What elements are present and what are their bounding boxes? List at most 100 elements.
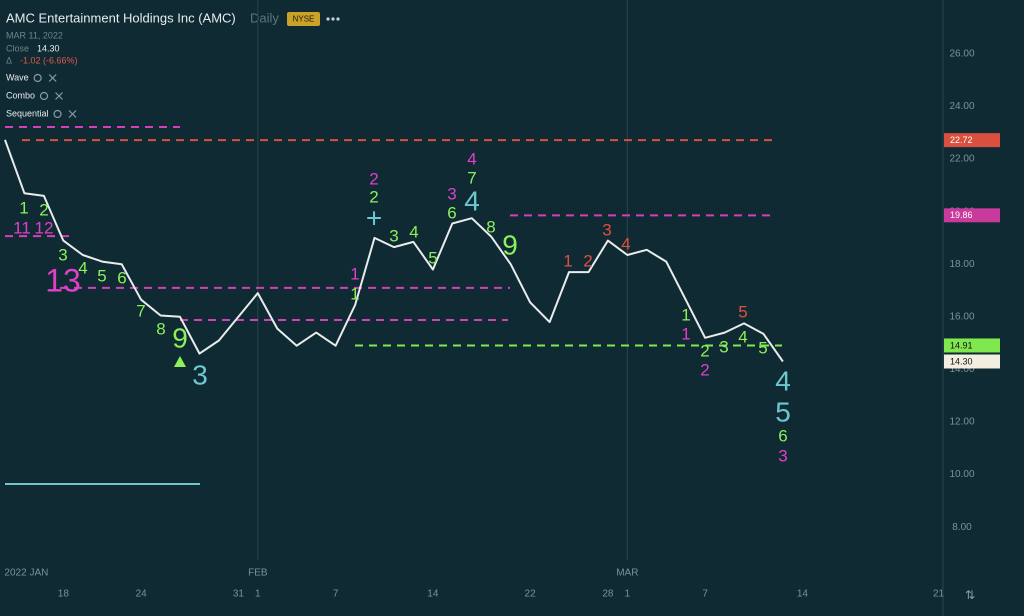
settings-icon[interactable] [33,73,42,83]
price-tag [944,208,1000,223]
price-tag [944,354,1000,369]
count-label: 2 [369,169,378,188]
y-tick-label: 12.00 [949,417,974,428]
close-label: Close [6,43,29,53]
count-label: 2 [700,360,709,379]
more-icon[interactable] [326,17,340,21]
count-label: 1 [681,305,690,324]
month-label: 2022 JAN [4,568,48,579]
count-label: 7 [467,168,476,187]
y-tick-label: 18.00 [949,259,974,270]
exchange-badge [287,12,320,26]
interval: Daily [250,10,279,25]
settings-icon[interactable] [53,109,62,119]
count-label: 2 [39,200,48,219]
count-label: 4 [467,149,476,168]
price-tag [944,133,1000,148]
swap-icon[interactable]: ⇅ [965,588,975,602]
count-label: 3 [192,359,208,390]
x-tick-label: 28 [602,589,614,600]
y-tick-label: 10.00 [949,469,974,480]
count-label: + [366,202,382,233]
x-tick-label: 1 [255,589,261,600]
month-label: MAR [616,568,638,579]
count-label: 3 [602,220,611,239]
count-label: 8 [156,319,165,338]
count-label: 1 [681,324,690,343]
count-label: 1 [563,251,572,270]
date: MAR 11, 2022 [6,30,63,40]
count-label: 11 [13,218,31,237]
close-value: 14.30 [37,43,60,53]
count-label: 1 [350,264,359,283]
count-label: 5 [738,302,747,321]
x-tick-label: 22 [525,589,537,600]
price-tag [944,338,1000,353]
count-label: 6 [447,203,456,222]
count-label: 6 [778,426,787,445]
count-label: 3 [719,337,728,356]
indicator-name: Combo [6,90,35,100]
x-tick-label: 7 [702,589,708,600]
count-label: 5 [428,248,437,267]
price-line [4,139,784,363]
x-tick-label: 14 [797,589,809,600]
x-tick-label: 24 [136,589,148,600]
price-tag-label: 19.86 [950,210,973,220]
count-label: 5 [775,396,791,427]
buy-arrow [174,356,186,367]
month-label: FEB [248,568,268,579]
x-tick-label: 7 [333,589,339,600]
settings-icon[interactable] [39,91,49,101]
count-label: 4 [775,365,791,396]
count-label: 3 [58,245,67,264]
count-label: 1 [350,284,359,303]
close-icon[interactable] [68,110,77,118]
count-label: 13 [45,262,81,298]
x-tick-label: 1 [625,589,631,600]
count-label: 5 [97,266,106,285]
y-tick-label: 14.00 [949,364,974,375]
title: AMC Entertainment Holdings Inc (AMC) [6,10,236,25]
count-label: 9 [172,322,188,353]
header: AMC Entertainment Holdings Inc (AMC) Dai… [6,10,340,65]
x-tick-label: 14 [427,589,439,600]
change-value: -1.02 (-6.66%) [20,55,78,65]
count-label: 2 [369,187,378,206]
count-label: 4 [621,234,630,253]
indicator-name: Sequential [6,108,49,118]
count-label: 8 [486,217,495,236]
count-label: 5 [758,338,767,357]
count-label: 3 [389,226,398,245]
y-tick-label: 26.00 [949,49,974,60]
x-tick-label: 21 [933,589,945,600]
price-tag-label: 14.91 [950,340,973,350]
count-label: 4 [464,185,480,216]
y-tick-label: 8.00 [952,522,972,533]
price-tag-label: 14.30 [950,356,973,366]
y-tick-label: 24.00 [949,101,974,112]
count-label: 3 [447,184,456,203]
count-label: 1 [19,198,28,217]
price-tag-label: 22.72 [950,135,973,145]
x-tick-label: 18 [58,589,70,600]
count-label: 9 [502,229,518,260]
close-icon[interactable] [55,92,63,100]
y-tick-label: 16.00 [949,311,974,322]
count-label: 2 [583,251,592,270]
count-label: 6 [117,268,126,287]
x-tick-label: 31 [233,589,245,600]
exchange: NYSE [293,15,315,24]
y-tick-label: 22.00 [949,154,974,165]
close-icon[interactable] [48,74,57,82]
indicator-name: Wave [6,72,29,82]
count-label: 7 [136,301,145,320]
count-label: 4 [78,258,87,277]
change-label: Δ [6,55,12,65]
count-label: 12 [35,218,54,237]
count-label: 3 [778,446,787,465]
count-label: 2 [700,341,709,360]
count-label: 4 [409,222,418,241]
